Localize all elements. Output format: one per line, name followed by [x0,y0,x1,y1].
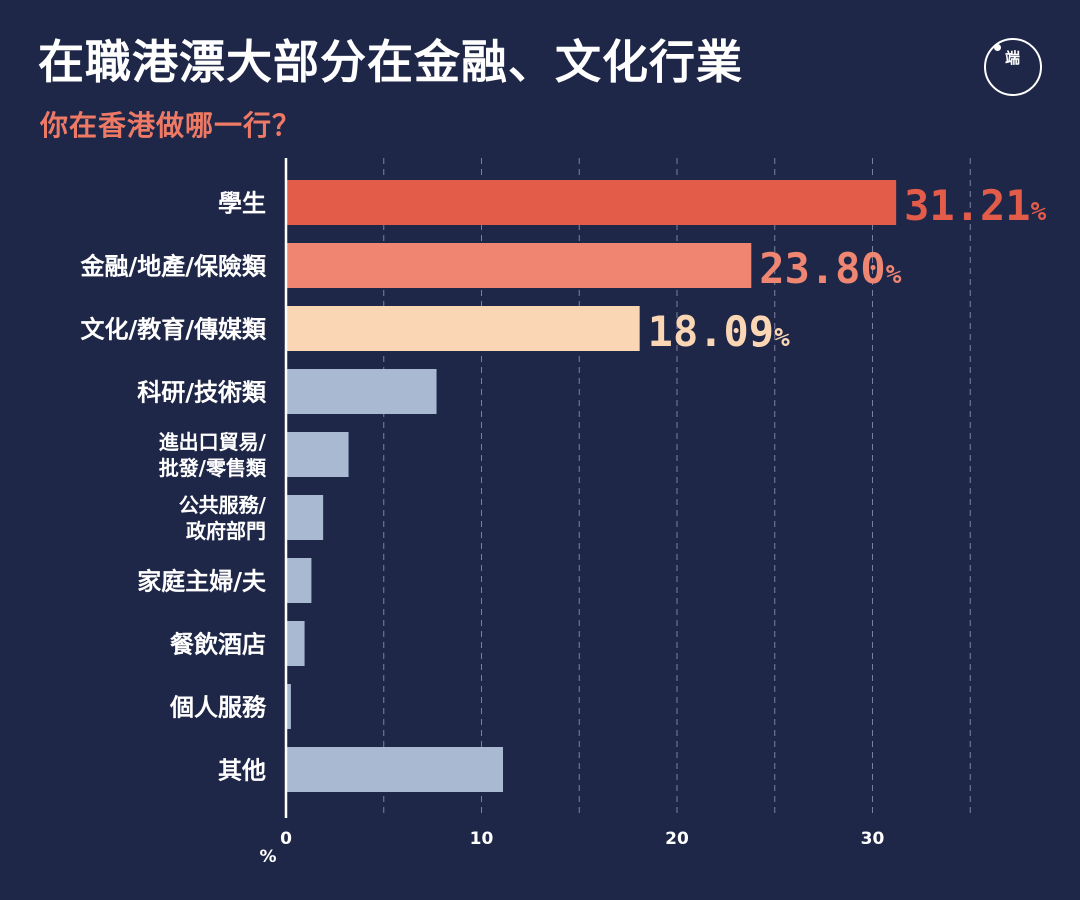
bar [286,684,291,729]
bar [286,306,640,351]
logo-text: 端 [1004,49,1021,67]
category-label: 其他 [218,757,266,785]
x-tick-label: 10 [470,829,494,849]
category-label: 餐飲酒店 [170,631,266,659]
chart-title: 在職港漂大部分在金融、文化行業 [38,35,743,89]
data-label-unit: % [774,323,790,353]
data-label: 18.09% [648,307,790,356]
x-tick-label: 30 [861,829,885,849]
category-label: 公共服務/ [179,493,267,517]
category-label: 學生 [218,190,266,218]
bar [286,621,305,666]
logo-dot [994,44,1001,51]
bar [286,432,349,477]
bar [286,747,504,792]
bar [286,180,897,225]
data-label-unit: % [1031,197,1047,227]
category-label: 批發/零售類 [159,456,267,480]
category-label: 科研/技術類 [137,379,267,407]
chart-subtitle: 你在香港做哪一行？ [40,109,302,142]
data-label: 31.21% [904,181,1046,230]
category-label: 金融/地產/保險類 [79,253,267,281]
category-label: 個人服務 [169,694,267,722]
bar [286,495,324,540]
data-label: 23.80% [759,244,901,293]
bar [286,369,437,414]
bar [286,243,752,288]
category-label: 進出口貿易/ [159,430,267,454]
initium-logo-icon: 端 [984,38,1042,96]
x-axis-label: % [259,847,276,867]
category-label: 文化/教育/傳媒類 [80,316,267,344]
data-label-unit: % [886,260,902,290]
x-tick-label: 20 [665,829,689,849]
x-tick-label: 0 [280,829,292,849]
category-label: 政府部門 [186,519,266,543]
category-label: 家庭主婦/夫 [137,568,267,596]
bar [286,558,312,603]
